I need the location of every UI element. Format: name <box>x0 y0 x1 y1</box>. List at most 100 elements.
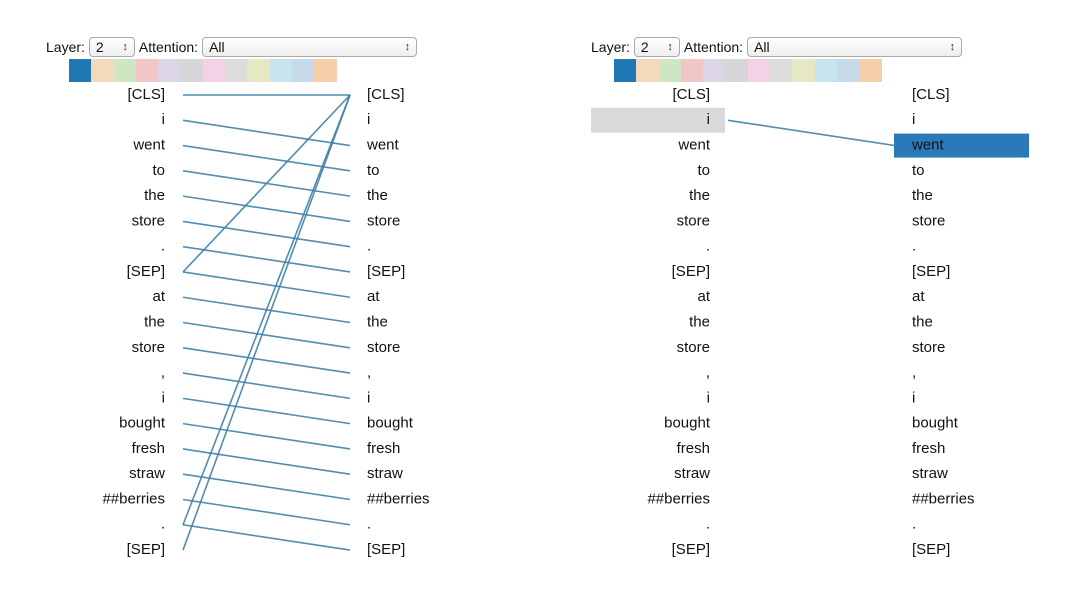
right-token[interactable]: store <box>367 339 400 356</box>
left-token[interactable]: went <box>132 137 166 154</box>
head-swatch[interactable] <box>91 59 114 82</box>
right-token[interactable]: went <box>911 137 945 154</box>
left-token[interactable]: ##berries <box>102 490 165 507</box>
right-token[interactable]: store <box>367 212 400 229</box>
left-token[interactable]: straw <box>129 465 165 482</box>
right-token[interactable]: straw <box>367 465 403 482</box>
left-token[interactable]: [CLS] <box>672 86 710 103</box>
head-swatch[interactable] <box>614 59 637 82</box>
left-token[interactable]: the <box>689 187 710 204</box>
head-swatch[interactable] <box>291 59 315 82</box>
left-token[interactable]: ##berries <box>647 490 710 507</box>
left-token[interactable]: straw <box>674 465 710 482</box>
left-token[interactable]: i <box>162 389 165 406</box>
left-token[interactable]: i <box>707 389 710 406</box>
right-token[interactable]: bought <box>367 415 414 432</box>
left-token[interactable]: i <box>162 111 165 128</box>
right-token[interactable]: store <box>912 212 945 229</box>
head-swatch[interactable] <box>680 59 704 82</box>
head-swatch[interactable] <box>113 59 136 82</box>
head-swatch[interactable] <box>725 59 748 82</box>
right-token[interactable]: ##berries <box>912 490 975 507</box>
right-token[interactable]: i <box>912 389 915 406</box>
left-token[interactable]: , <box>161 364 165 381</box>
right-token[interactable]: at <box>912 288 925 305</box>
right-token[interactable]: the <box>912 187 933 204</box>
head-swatch[interactable] <box>636 59 659 82</box>
left-token[interactable]: store <box>677 212 710 229</box>
right-token[interactable]: at <box>367 288 380 305</box>
left-token[interactable]: . <box>706 238 710 255</box>
left-token[interactable]: fresh <box>132 440 165 457</box>
head-swatch[interactable] <box>247 59 270 82</box>
left-token[interactable]: , <box>706 364 710 381</box>
left-token[interactable]: to <box>152 162 165 179</box>
head-swatch[interactable] <box>770 59 793 82</box>
left-token[interactable]: fresh <box>677 440 710 457</box>
left-token[interactable]: . <box>161 238 165 255</box>
left-token[interactable]: . <box>161 516 165 533</box>
right-token[interactable]: [SEP] <box>912 263 950 280</box>
right-token[interactable]: i <box>912 111 915 128</box>
head-swatch[interactable] <box>703 59 726 82</box>
left-token[interactable]: [SEP] <box>672 541 710 558</box>
head-swatch[interactable] <box>202 59 226 82</box>
head-swatch[interactable] <box>158 59 181 82</box>
left-token[interactable]: store <box>677 339 710 356</box>
right-token[interactable]: [SEP] <box>367 263 405 280</box>
attention-select[interactable]: All <box>202 37 418 57</box>
head-swatch[interactable] <box>180 59 203 82</box>
right-token[interactable]: . <box>912 238 916 255</box>
left-token[interactable]: bought <box>664 415 711 432</box>
head-swatch[interactable] <box>836 59 860 82</box>
head-swatch[interactable] <box>135 59 159 82</box>
left-token[interactable]: bought <box>119 415 166 432</box>
left-token[interactable]: i <box>707 111 710 128</box>
head-swatch[interactable] <box>658 59 681 82</box>
layer-select[interactable]: 2 <box>633 37 680 57</box>
right-token[interactable]: bought <box>912 415 959 432</box>
right-token[interactable]: ##berries <box>367 490 430 507</box>
right-token[interactable]: the <box>367 187 388 204</box>
left-token[interactable]: the <box>144 313 165 330</box>
right-token[interactable]: went <box>366 137 400 154</box>
left-token[interactable]: at <box>152 288 165 305</box>
right-token[interactable]: i <box>367 389 370 406</box>
head-swatch[interactable] <box>859 59 882 82</box>
left-token[interactable]: store <box>132 212 165 229</box>
right-token[interactable]: straw <box>912 465 948 482</box>
right-token[interactable]: to <box>912 162 925 179</box>
head-swatch[interactable] <box>792 59 815 82</box>
left-token[interactable]: the <box>144 187 165 204</box>
right-token[interactable]: . <box>367 238 371 255</box>
right-token[interactable]: . <box>367 516 371 533</box>
left-token[interactable]: [SEP] <box>672 263 710 280</box>
layer-select[interactable]: 2 <box>88 37 135 57</box>
left-token[interactable]: [SEP] <box>127 263 165 280</box>
right-token[interactable]: [SEP] <box>912 541 950 558</box>
head-swatch[interactable] <box>747 59 771 82</box>
head-swatch[interactable] <box>69 59 92 82</box>
right-token[interactable]: , <box>912 364 916 381</box>
head-swatch[interactable] <box>814 59 837 82</box>
right-token[interactable]: [CLS] <box>912 86 950 103</box>
right-token[interactable]: the <box>367 313 388 330</box>
right-token[interactable]: fresh <box>367 440 400 457</box>
right-token[interactable]: i <box>367 111 370 128</box>
right-token[interactable]: to <box>367 162 380 179</box>
right-token[interactable]: , <box>367 364 371 381</box>
head-swatch[interactable] <box>269 59 292 82</box>
right-token[interactable]: . <box>912 516 916 533</box>
right-token[interactable]: [SEP] <box>367 541 405 558</box>
left-token[interactable]: to <box>697 162 710 179</box>
right-token[interactable]: fresh <box>912 440 945 457</box>
left-token[interactable]: [CLS] <box>127 86 165 103</box>
right-token[interactable]: the <box>912 313 933 330</box>
left-token[interactable]: the <box>689 313 710 330</box>
left-token[interactable]: . <box>706 516 710 533</box>
head-swatch[interactable] <box>314 59 337 82</box>
left-token[interactable]: at <box>697 288 710 305</box>
head-swatch[interactable] <box>225 59 248 82</box>
attention-select[interactable]: All <box>747 37 963 57</box>
right-token[interactable]: [CLS] <box>367 86 405 103</box>
